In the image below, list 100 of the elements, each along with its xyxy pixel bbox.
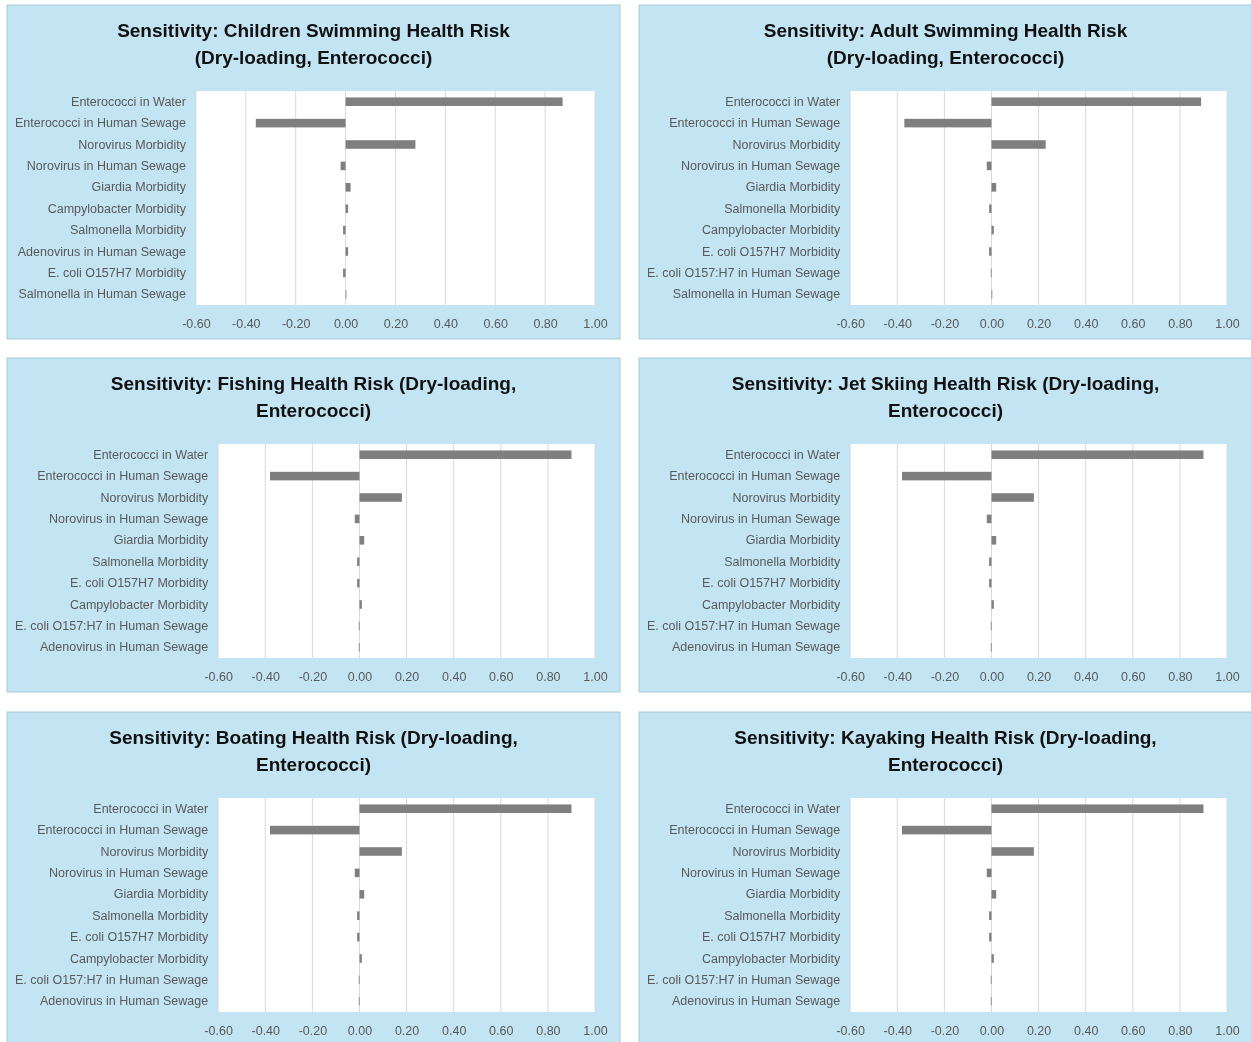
x-tick-label: -0.20 — [281, 316, 311, 331]
x-tick-label: -0.60 — [836, 669, 865, 684]
x-tick-label: 1.00 — [1215, 316, 1240, 331]
y-tick-label: Giardia Morbidity — [745, 533, 841, 548]
bar — [345, 140, 416, 149]
y-tick-label: Salmonella Morbidity — [92, 908, 209, 923]
y-tick-label: Norovirus in Human Sewage — [681, 511, 841, 526]
x-tick-label: 0.60 — [489, 1023, 514, 1038]
x-tick-label: 0.20 — [1026, 316, 1052, 331]
y-tick-label: Norovirus in Human Sewage — [26, 158, 186, 173]
bar — [991, 450, 1204, 459]
bar — [359, 600, 362, 609]
bar — [255, 118, 346, 128]
x-tick-label: -0.60 — [204, 1023, 233, 1038]
y-tick-label: Norovirus in Human Sewage — [681, 865, 841, 880]
x-tick-label: -0.20 — [930, 316, 960, 331]
y-tick-label: Salmonella in Human Sewage — [18, 287, 186, 302]
y-tick-label: Norovirus in Human Sewage — [49, 511, 209, 526]
bar — [991, 140, 1046, 149]
y-tick-label: Campylobacter Morbidity — [701, 951, 841, 966]
y-tick-label: E. coli O157H7 Morbidity — [701, 576, 841, 591]
y-tick-label: Norovirus Morbidity — [78, 137, 187, 152]
x-tick-label: 0.60 — [1121, 669, 1146, 684]
x-tick-label: -0.20 — [930, 669, 960, 684]
y-tick-label: Enterococci in Water — [71, 94, 186, 109]
bar — [991, 97, 1202, 106]
y-tick-label: E. coli O157H7 Morbidity — [69, 930, 209, 945]
x-tick-label: 0.00 — [333, 316, 359, 331]
x-tick-label: 0.80 — [536, 669, 561, 684]
bar — [989, 204, 992, 213]
x-tick-label: -0.40 — [251, 1023, 281, 1038]
x-tick-label: 1.00 — [583, 669, 608, 684]
bar — [343, 268, 346, 278]
x-tick-label: 1.00 — [1215, 669, 1240, 684]
bar — [904, 118, 992, 128]
bar — [359, 493, 402, 502]
bar — [989, 557, 992, 566]
bar — [357, 557, 360, 566]
x-tick-label: 0.60 — [489, 669, 514, 684]
x-tick-label: -0.60 — [204, 669, 233, 684]
bar — [269, 471, 360, 481]
bar — [340, 161, 346, 171]
y-tick-label: Enterococci in Water — [725, 801, 841, 816]
bar — [901, 471, 992, 481]
y-tick-label: E. coli O157:H7 in Human Sewage — [15, 972, 209, 987]
x-tick-label: 0.00 — [979, 1023, 1005, 1038]
y-tick-label: Norovirus Morbidity — [100, 844, 209, 859]
y-tick-label: Adenovirus in Human Sewage — [40, 994, 209, 1009]
y-tick-label: Giardia Morbidity — [745, 887, 841, 902]
y-tick-label: Enterococci in Human Sewage — [669, 116, 841, 131]
x-tick-label: 0.20 — [394, 1023, 420, 1038]
bar — [991, 225, 994, 235]
y-tick-label: Salmonella in Human Sewage — [672, 287, 841, 302]
y-tick-label: Salmonella Morbidity — [724, 201, 841, 216]
chart-title: Sensitivity: Boating Health Risk (Dry-loading, Enterococci) — [109, 727, 518, 775]
y-tick-label: Adenovirus in Human Sewage — [17, 244, 186, 259]
y-tick-label: Campylobacter Morbidity — [701, 597, 841, 612]
bar — [991, 493, 1034, 502]
y-tick-label: Salmonella Morbidity — [69, 223, 187, 238]
x-tick-label: 0.40 — [433, 316, 459, 331]
x-tick-label: 0.40 — [1074, 316, 1099, 331]
bar — [359, 890, 365, 899]
bar — [357, 911, 360, 920]
y-tick-label: Giardia Morbidity — [745, 180, 841, 195]
x-tick-label: 0.40 — [1074, 1023, 1099, 1038]
bar — [359, 954, 362, 963]
bar — [991, 890, 997, 899]
bar — [359, 450, 572, 459]
x-tick-label: 0.20 — [383, 316, 409, 331]
y-tick-label: Adenovirus in Human Sewage — [672, 994, 841, 1009]
bar — [359, 536, 365, 545]
x-tick-label: -0.20 — [298, 1023, 328, 1038]
bar — [991, 600, 994, 609]
x-tick-label: -0.60 — [836, 316, 865, 331]
x-tick-label: 0.20 — [394, 669, 420, 684]
y-tick-label: E. coli O157H7 Morbidity — [47, 265, 187, 280]
x-tick-label: 0.00 — [979, 316, 1005, 331]
chart-title: Sensitivity: Fishing Health Risk (Dry-loading, Enterococci) — [110, 373, 517, 421]
y-tick-label: Enterococci in Water — [725, 447, 841, 462]
x-tick-label: 0.80 — [533, 316, 558, 331]
bar — [901, 825, 992, 835]
y-tick-label: E. coli O157:H7 in Human Sewage — [647, 265, 841, 280]
bar — [269, 825, 360, 835]
x-tick-label: 0.40 — [442, 1023, 467, 1038]
x-tick-label: 0.00 — [347, 669, 373, 684]
y-tick-label: Enterococci in Human Sewage — [15, 116, 186, 131]
y-tick-label: Campylobacter Morbidity — [69, 951, 209, 966]
y-tick-label: Norovirus in Human Sewage — [681, 158, 841, 173]
y-tick-label: Giardia Morbidity — [91, 180, 187, 195]
y-tick-label: Campylobacter Morbidity — [701, 223, 841, 238]
bar — [989, 247, 992, 256]
x-tick-label: -0.40 — [251, 669, 281, 684]
y-tick-label: Giardia Morbidity — [113, 887, 209, 902]
x-tick-label: 0.60 — [483, 316, 508, 331]
x-tick-label: -0.40 — [883, 316, 913, 331]
chart-title: Sensitivity: Children Swimming Health Risk (Dry-loading, Enterococci) — [117, 20, 511, 68]
y-tick-label: Giardia Morbidity — [113, 533, 209, 548]
y-tick-label: Salmonella Morbidity — [724, 908, 841, 923]
y-tick-label: E. coli O157:H7 in Human Sewage — [15, 618, 209, 633]
y-tick-label: Norovirus Morbidity — [100, 490, 209, 505]
